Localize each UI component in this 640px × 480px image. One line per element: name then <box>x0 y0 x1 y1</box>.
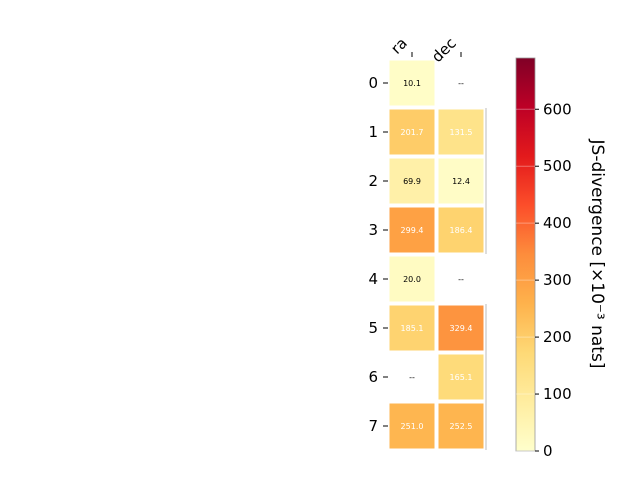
colorbar-tick-label: 500 <box>543 157 572 175</box>
heatmap-cell <box>389 109 435 155</box>
y-tick-label: 7 <box>368 417 378 435</box>
cell-value-label: 131.5 <box>450 128 473 137</box>
heatmap-cell <box>438 305 484 351</box>
cell-value-label: 329.4 <box>450 324 473 333</box>
cell-value-label: 201.7 <box>401 128 424 137</box>
heatmap-cell <box>438 354 484 400</box>
y-tick-label: 3 <box>368 221 378 239</box>
y-tick-label: 2 <box>368 172 378 190</box>
heatmap-cell <box>438 109 484 155</box>
cell-value-label: 252.5 <box>450 422 473 431</box>
cell-value-label: 186.4 <box>450 226 473 235</box>
colorbar-tick-label: 400 <box>543 214 572 232</box>
cell-value-label: -- <box>458 275 464 284</box>
y-tick-label: 4 <box>368 270 378 288</box>
cell-value-label: 20.0 <box>403 275 421 284</box>
colorbar-tick-label: 0 <box>543 442 553 460</box>
x-tick-label: ra <box>387 34 411 58</box>
heatmap-cell <box>389 207 435 253</box>
cell-value-label: 251.0 <box>401 422 424 431</box>
cell-value-label: 299.4 <box>401 226 424 235</box>
colorbar: 0 100 200 300 400 500 600 JS-divergence [×10⁻³ … <box>515 57 607 460</box>
colorbar-title: JS-divergence [×10⁻³ nats] <box>587 139 607 369</box>
heatmap-cell <box>438 207 484 253</box>
y-tick-label: 1 <box>368 123 378 141</box>
cell-value-label: -- <box>409 373 415 382</box>
heatmap-cell <box>438 403 484 449</box>
colorbar-frame <box>515 57 536 452</box>
y-tick-label: 5 <box>368 319 378 337</box>
cell-value-label: 165.1 <box>450 373 473 382</box>
heatmap-cell <box>389 256 435 302</box>
cell-value-label: 10.1 <box>403 79 421 88</box>
cell-value-label: 12.4 <box>452 177 470 186</box>
heatmap-cell <box>389 403 435 449</box>
heatmap-cell <box>389 158 435 204</box>
cell-value-label: 185.1 <box>401 324 424 333</box>
colorbar-gradient <box>516 58 535 451</box>
colorbar-tick-label: 100 <box>543 385 572 403</box>
colorbar-tick-label: 600 <box>543 100 572 118</box>
cell-value-label: 69.9 <box>403 177 421 186</box>
colorbar-tick-label: 300 <box>543 271 572 289</box>
colorbar-tick-label: 200 <box>543 328 572 346</box>
cell-value-label: -- <box>458 79 464 88</box>
heatmap-cell <box>389 305 435 351</box>
y-tick-label: 0 <box>368 74 378 92</box>
heatmap-cell <box>438 158 484 204</box>
y-tick-label: 6 <box>368 368 378 386</box>
heatmap-cell <box>389 60 435 106</box>
